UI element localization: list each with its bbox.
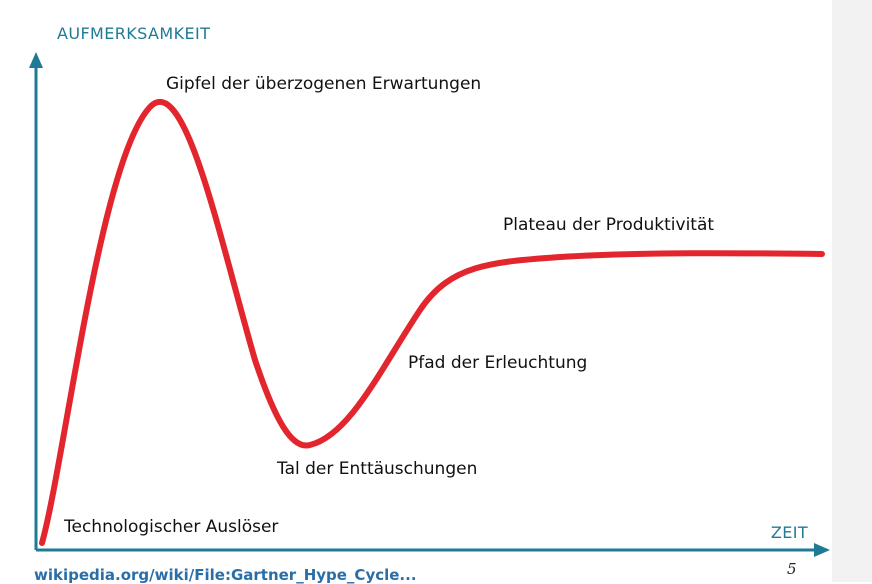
phase-label-trigger: Technologischer Auslöser <box>63 517 278 537</box>
phase-label-trough: Tal der Enttäuschungen <box>276 459 477 479</box>
phase-label-slope: Pfad der Erleuchtung <box>408 353 587 373</box>
x-axis-arrow-icon <box>814 543 830 557</box>
y-axis-title: AUFMERKSAMKEIT <box>57 24 210 43</box>
side-panel <box>832 0 872 582</box>
x-axis-title: ZEIT <box>771 523 808 542</box>
phase-label-plateau: Plateau der Produktivität <box>503 215 714 235</box>
y-axis-arrow-icon <box>29 52 43 68</box>
hype-cycle-diagram: AUFMERKSAMKEIT ZEIT Technologischer Ausl… <box>29 24 830 557</box>
phase-label-peak: Gipfel der überzogenen Erwartungen <box>166 74 481 94</box>
hype-curve <box>39 98 825 546</box>
page-number: 5 <box>787 560 797 578</box>
source-link[interactable]: wikipedia.org/wiki/File:Gartner_Hype_Cyc… <box>34 566 417 584</box>
